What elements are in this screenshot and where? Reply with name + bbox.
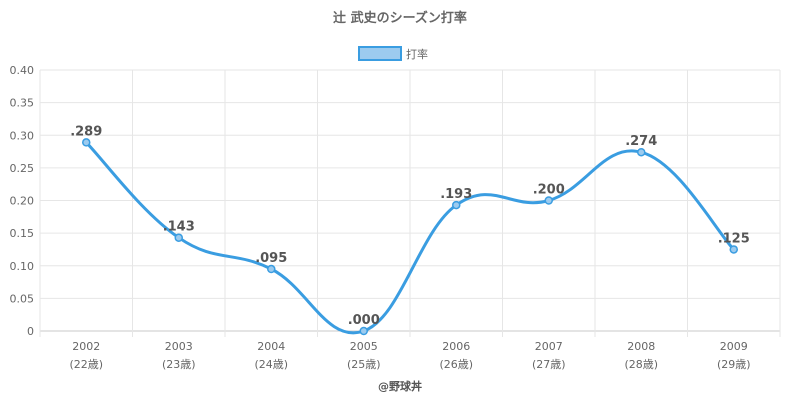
data-point[interactable] (729, 245, 738, 254)
x-tick-label: 2005 (350, 340, 378, 353)
x-tick-label: 2003 (165, 340, 193, 353)
y-tick-label: 0.20 (10, 195, 35, 208)
x-tick-label: 2007 (535, 340, 563, 353)
x-tick-sublabel: (26歳) (439, 358, 473, 371)
data-labels: .289 .143 .095 .000 .193 .200 .274 .125 (70, 124, 750, 328)
data-point[interactable] (174, 233, 183, 242)
y-tick-label: 0.40 (10, 64, 35, 77)
y-tick-label: 0.30 (10, 129, 35, 142)
x-tick-label: 2006 (442, 340, 470, 353)
x-tick-sublabel: (27歳) (532, 358, 566, 371)
x-tick-sublabel: (25歳) (347, 358, 381, 371)
data-label: .000 (348, 313, 380, 328)
data-label: .095 (255, 251, 287, 266)
data-point[interactable] (544, 196, 553, 205)
data-point[interactable] (452, 200, 461, 210)
legend-swatch (358, 46, 402, 61)
data-label: .200 (533, 183, 565, 198)
legend[interactable]: 打率 (358, 46, 428, 61)
y-tick-label: 0.35 (10, 97, 35, 110)
data-point[interactable] (637, 147, 646, 157)
y-tick-label: 0.15 (10, 227, 35, 240)
watermark: @野球丼 (378, 379, 422, 393)
series (82, 138, 738, 336)
y-tick-label: 0.10 (10, 260, 35, 273)
grid (39, 69, 781, 337)
x-tick-label: 2009 (720, 340, 748, 353)
data-point[interactable] (267, 264, 276, 274)
x-tick-sublabel: (29歳) (717, 358, 751, 371)
x-tick-label: 2002 (72, 340, 100, 353)
x-tick-label: 2008 (627, 340, 655, 353)
y-axis: 0 0.05 0.10 0.15 0.20 0.25 0.30 0.35 0.40 (10, 64, 35, 338)
y-tick-label: 0.25 (10, 162, 35, 175)
data-label: .289 (70, 124, 102, 139)
legend-label: 打率 (406, 47, 428, 61)
series-line (85, 141, 735, 335)
y-tick-label: 0 (27, 325, 34, 338)
x-tick-sublabel: (22歳) (69, 358, 103, 371)
data-point[interactable] (359, 326, 368, 336)
x-tick-sublabel: (24歳) (254, 358, 288, 371)
data-label: .125 (718, 231, 750, 246)
data-label: .143 (163, 220, 195, 235)
data-label: .193 (440, 187, 472, 202)
y-tick-label: 0.05 (10, 292, 35, 305)
x-tick-label: 2004 (257, 340, 285, 353)
chart-title: 辻 武史のシーズン打率 (333, 10, 467, 26)
x-tick-sublabel: (23歳) (162, 358, 196, 371)
data-point[interactable] (82, 138, 91, 147)
x-tick-sublabel: (28歳) (624, 358, 658, 371)
x-axis: 2002 (22歳) 2003 (23歳) 2004 (24歳) 2005 (25歳) 2006… (69, 340, 750, 371)
data-label: .274 (625, 134, 657, 149)
